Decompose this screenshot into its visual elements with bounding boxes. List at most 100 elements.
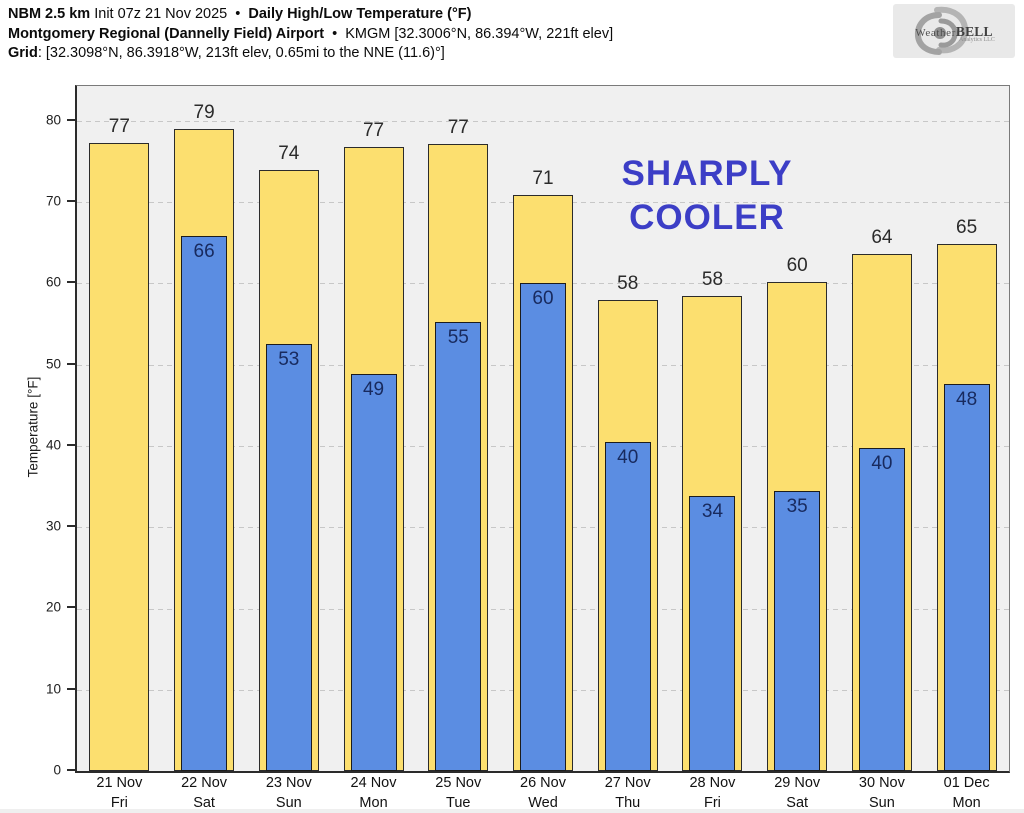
y-tick-label-40: 40 bbox=[45, 437, 61, 453]
low-value-label-7: 34 bbox=[701, 500, 724, 522]
x-tick-day-10: Mon bbox=[952, 795, 981, 811]
y-axis: 0 10 20 30 40 50 60 70 80 bbox=[0, 85, 75, 778]
y-tick-mark-30 bbox=[67, 525, 75, 528]
x-tick-label-2: 23 Nov Sun bbox=[246, 773, 331, 813]
plot-area: SHARPLY COOLER 77 79 66 74 53 77 49 77 55 71 60 58 4… bbox=[75, 85, 1010, 773]
init-time: Init 07z 21 Nov 2025 bbox=[94, 6, 228, 22]
x-tick-date-8: 29 Nov bbox=[774, 775, 821, 791]
x-tick-day-6: Thu bbox=[615, 795, 641, 811]
x-tick-label-0: 21 Nov Fri bbox=[77, 773, 162, 813]
product-title: Daily High/Low Temperature (°F) bbox=[248, 6, 472, 22]
logo-wordmark: WeatherBELL bbox=[893, 24, 1015, 40]
x-tick-label-3: 24 Nov Mon bbox=[331, 773, 416, 813]
high-value-label-6: 58 bbox=[617, 272, 639, 294]
annotation-line-1: SHARPLY bbox=[621, 154, 793, 193]
low-bar-10 bbox=[943, 384, 990, 771]
high-value-label-7: 58 bbox=[701, 269, 724, 291]
x-tick-label-9: 30 Nov Sun bbox=[840, 773, 925, 813]
chart-header: NBM 2.5 km Init 07z 21 Nov 2025 • Daily … bbox=[8, 5, 613, 64]
high-value-label-2: 74 bbox=[278, 142, 300, 164]
x-tick-date-6: 27 Nov bbox=[604, 775, 651, 791]
y-tick-label-80: 80 bbox=[45, 112, 61, 128]
low-bar-9 bbox=[858, 448, 905, 771]
x-tick-label-6: 27 Nov Thu bbox=[585, 773, 670, 813]
x-tick-date-7: 28 Nov bbox=[689, 775, 736, 791]
station-info: KMGM [32.3006°N, 86.394°W, 221ft elev] bbox=[345, 25, 614, 42]
low-bar-3 bbox=[350, 374, 397, 771]
y-tick-mark-10 bbox=[67, 687, 75, 690]
y-tick-label-30: 30 bbox=[45, 518, 61, 534]
header-line-2: Montgomery Regional (Dannelly Field) Air… bbox=[8, 25, 613, 45]
grid-label: Grid bbox=[8, 45, 38, 61]
low-bar-2 bbox=[265, 343, 312, 771]
low-value-label-1: 66 bbox=[193, 240, 215, 262]
high-value-label-3: 77 bbox=[362, 119, 385, 141]
y-tick-label-10: 10 bbox=[45, 681, 61, 697]
x-tick-day-0: Fri bbox=[110, 795, 128, 811]
low-value-label-5: 60 bbox=[532, 287, 554, 309]
x-tick-date-0: 21 Nov bbox=[96, 775, 143, 791]
logo-bell-text: BELL bbox=[955, 24, 993, 39]
x-tick-date-1: 22 Nov bbox=[181, 775, 228, 791]
low-value-label-6: 40 bbox=[617, 446, 639, 468]
x-tick-day-7: Fri bbox=[703, 795, 721, 811]
low-value-label-2: 53 bbox=[278, 348, 300, 370]
separator-dot-2: • bbox=[332, 25, 338, 42]
y-tick-mark-40 bbox=[67, 443, 75, 446]
high-value-label-0: 77 bbox=[108, 115, 130, 137]
high-value-label-8: 60 bbox=[786, 254, 808, 276]
x-tick-date-2: 23 Nov bbox=[265, 775, 312, 791]
low-bar-4 bbox=[435, 322, 482, 771]
high-bar-0 bbox=[89, 142, 150, 771]
y-tick-mark-50 bbox=[67, 362, 75, 365]
y-tick-mark-70 bbox=[67, 200, 75, 203]
low-value-label-4: 55 bbox=[447, 327, 469, 349]
low-bar-7 bbox=[689, 495, 736, 771]
low-bar-8 bbox=[774, 490, 821, 771]
x-tick-label-4: 25 Nov Tue bbox=[416, 773, 501, 813]
low-bar-5 bbox=[520, 282, 566, 771]
x-tick-label-5: 26 Nov Wed bbox=[501, 773, 586, 813]
gridline-80 bbox=[77, 120, 1009, 122]
high-value-label-5: 71 bbox=[532, 167, 554, 189]
y-tick-mark-20 bbox=[67, 606, 75, 609]
x-tick-date-3: 24 Nov bbox=[350, 775, 397, 791]
x-axis: 21 Nov Fri 22 Nov Sat 23 Nov Sun 24 Nov Mon 25 N… bbox=[77, 773, 1009, 813]
header-line-3: Grid: [32.3098°N, 86.3918°W, 213ft elev,… bbox=[8, 44, 613, 64]
x-tick-day-9: Sun bbox=[868, 795, 895, 811]
annotation-sharply-cooler: SHARPLY COOLER bbox=[552, 152, 862, 240]
y-tick-label-20: 20 bbox=[45, 599, 61, 615]
low-value-label-3: 49 bbox=[362, 379, 385, 401]
x-tick-day-2: Sun bbox=[275, 795, 302, 811]
x-tick-day-4: Tue bbox=[446, 795, 471, 811]
y-tick-label-60: 60 bbox=[45, 274, 61, 290]
header-line-1: NBM 2.5 km Init 07z 21 Nov 2025 • Daily … bbox=[8, 5, 613, 25]
y-tick-label-0: 0 bbox=[53, 762, 61, 778]
high-value-label-4: 77 bbox=[447, 116, 469, 138]
hurricane-swirl-icon bbox=[914, 6, 969, 55]
model-name: NBM 2.5 km bbox=[8, 6, 91, 22]
y-tick-label-70: 70 bbox=[45, 193, 61, 209]
x-tick-day-3: Mon bbox=[359, 795, 388, 811]
separator-dot-1: • bbox=[235, 6, 241, 22]
x-tick-day-1: Sat bbox=[193, 795, 215, 811]
high-value-label-9: 64 bbox=[871, 227, 893, 249]
low-value-label-9: 40 bbox=[871, 453, 893, 475]
x-tick-date-9: 30 Nov bbox=[858, 775, 905, 791]
y-tick-mark-0 bbox=[67, 769, 75, 771]
y-tick-label-50: 50 bbox=[45, 356, 61, 372]
station-name: Montgomery Regional (Dannelly Field) Air… bbox=[8, 25, 325, 42]
high-value-label-1: 79 bbox=[193, 102, 215, 124]
logo-weather-text: Weather bbox=[915, 27, 956, 39]
x-tick-day-8: Sat bbox=[786, 795, 809, 811]
x-tick-label-1: 22 Nov Sat bbox=[162, 773, 247, 813]
y-tick-mark-80 bbox=[67, 118, 75, 121]
x-tick-date-10: 01 Dec bbox=[943, 775, 990, 791]
bottom-edge bbox=[0, 809, 1024, 813]
annotation-line-2: COOLER bbox=[629, 198, 785, 237]
weatherbell-logo: WeatherBELL Analytics LLC bbox=[893, 4, 1015, 58]
x-tick-label-7: 28 Nov Fri bbox=[670, 773, 755, 813]
logo-subtitle: Analytics LLC bbox=[959, 37, 995, 43]
grid-info: : [32.3098°N, 86.3918°W, 213ft elev, 0.6… bbox=[37, 45, 445, 61]
